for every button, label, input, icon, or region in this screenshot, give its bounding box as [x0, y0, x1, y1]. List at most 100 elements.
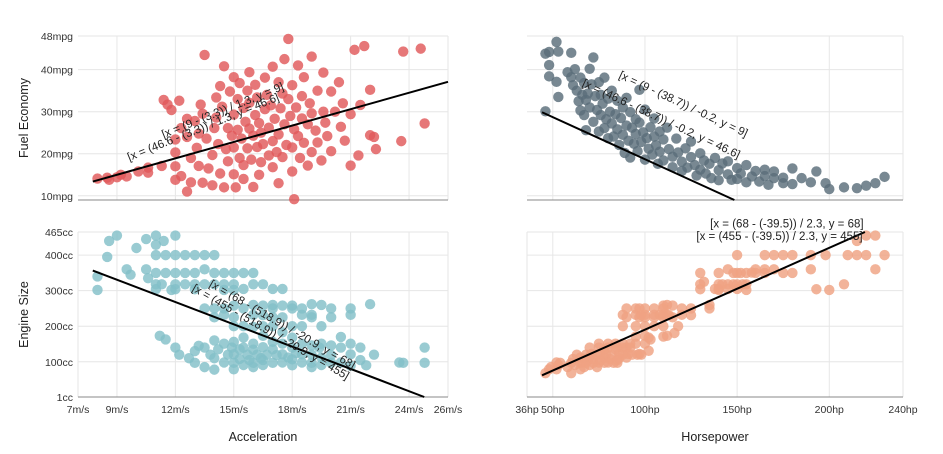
- data-point: [224, 86, 236, 97]
- data-point: [639, 104, 651, 115]
- data-point: [267, 135, 278, 147]
- data-point: [267, 312, 278, 323]
- data-point: [228, 336, 239, 348]
- data-point: [238, 173, 249, 185]
- data-point: [209, 303, 220, 314]
- data-point: [195, 99, 206, 110]
- data-point: [398, 357, 409, 369]
- data-point: [345, 349, 356, 360]
- data-point: [322, 130, 333, 142]
- data-point: [140, 233, 152, 245]
- data-point: [160, 249, 171, 261]
- y-tick-label: 300cc: [45, 286, 73, 298]
- regression-line: [541, 111, 735, 201]
- data-point: [419, 342, 430, 353]
- data-point: [228, 312, 239, 323]
- data-point: [218, 338, 230, 349]
- data-point: [671, 133, 682, 144]
- x-tick-label: 9m/s: [106, 404, 129, 416]
- data-point: [265, 100, 276, 111]
- data-point: [181, 113, 193, 125]
- data-point: [287, 303, 298, 314]
- data-point: [540, 106, 551, 117]
- data-point: [267, 303, 278, 314]
- data-point: [842, 249, 853, 261]
- data-point: [170, 249, 181, 261]
- data-point: [253, 169, 265, 180]
- data-point: [870, 230, 881, 241]
- data-point: [277, 327, 288, 338]
- data-point: [166, 104, 177, 116]
- data-point: [415, 43, 426, 54]
- data-point: [569, 64, 581, 75]
- data-point: [787, 267, 798, 279]
- data-point: [325, 312, 337, 323]
- data-point: [257, 310, 269, 321]
- data-point: [325, 146, 337, 157]
- data-point: [259, 72, 271, 83]
- data-point: [253, 117, 265, 129]
- data-point: [838, 279, 850, 290]
- data-point: [316, 299, 327, 311]
- x-tick-label: 150hp: [723, 404, 752, 416]
- data-point: [228, 142, 239, 153]
- data-point: [267, 61, 278, 72]
- data-point: [209, 267, 220, 279]
- data-point: [325, 349, 337, 361]
- data-point: [630, 338, 641, 349]
- data-point: [257, 138, 269, 150]
- data-point: [279, 53, 290, 65]
- data-point: [269, 113, 280, 125]
- x-tick-label: 50hp: [541, 404, 565, 416]
- data-point: [551, 76, 562, 88]
- data-point: [419, 118, 430, 129]
- data-point: [150, 239, 162, 251]
- data-point: [191, 142, 202, 154]
- y-tick-label: 465cc: [45, 227, 73, 239]
- data-point: [201, 133, 212, 144]
- data-point: [170, 230, 181, 241]
- data-point: [543, 59, 555, 71]
- data-point: [339, 135, 350, 146]
- x-tick-label: 240hp: [888, 404, 917, 416]
- data-point: [722, 156, 734, 167]
- data-point: [860, 180, 872, 191]
- data-point: [349, 44, 360, 56]
- data-point: [359, 40, 370, 52]
- data-point: [643, 345, 654, 356]
- data-point: [103, 235, 115, 247]
- data-point: [750, 165, 761, 177]
- data-point: [759, 249, 770, 261]
- data-point: [316, 338, 327, 349]
- data-point: [185, 177, 197, 188]
- data-point: [277, 151, 288, 163]
- data-point: [368, 349, 380, 360]
- data-point: [296, 309, 308, 321]
- x-tick-label: 21m/s: [336, 404, 365, 416]
- data-point: [306, 340, 317, 351]
- data-point: [658, 155, 669, 166]
- data-point: [273, 177, 284, 189]
- data-point: [287, 360, 298, 371]
- data-point: [273, 129, 284, 140]
- data-point: [312, 85, 323, 96]
- data-point: [860, 249, 872, 261]
- data-point: [267, 283, 278, 295]
- data-point: [170, 161, 181, 172]
- data-point: [257, 359, 269, 371]
- data-point: [625, 106, 636, 118]
- data-point: [364, 298, 376, 310]
- data-point: [244, 97, 255, 109]
- data-point: [851, 183, 863, 194]
- data-point: [768, 249, 780, 261]
- data-point: [218, 267, 230, 279]
- data-point: [102, 251, 113, 263]
- y-tick-label: 48mpg: [41, 31, 73, 43]
- regression-line: [541, 231, 866, 377]
- data-point: [125, 269, 136, 280]
- data-point: [353, 150, 364, 161]
- data-point: [787, 163, 798, 174]
- data-point: [209, 353, 220, 364]
- data-point: [731, 249, 743, 261]
- data-point: [92, 284, 103, 296]
